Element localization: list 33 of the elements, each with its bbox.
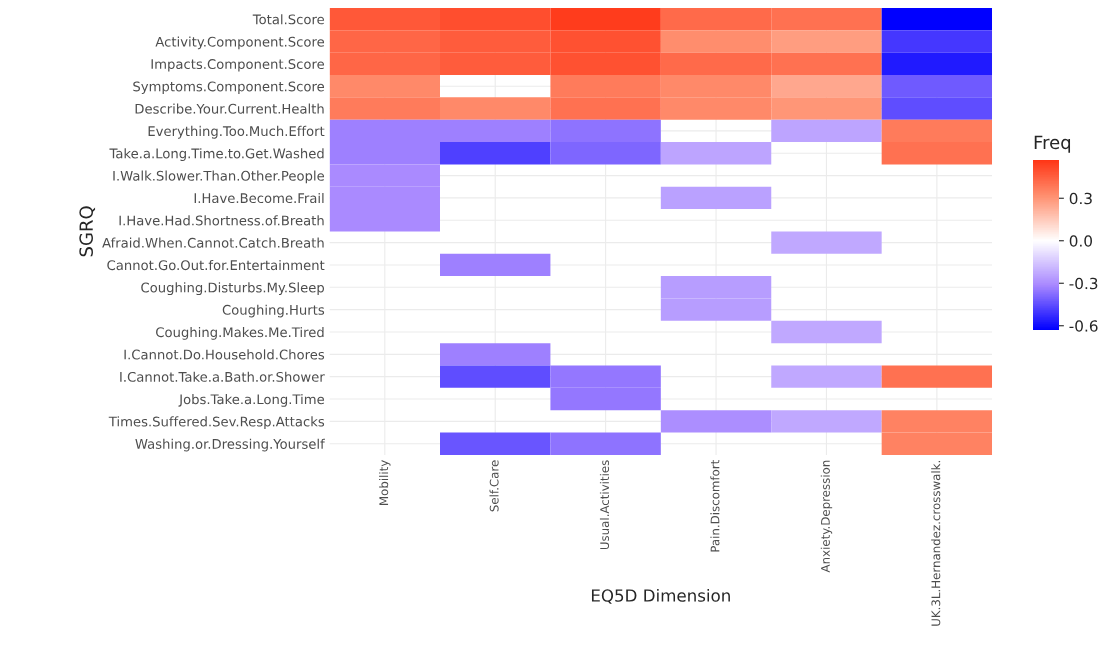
y-tick-label: Cannot.Go.Out.for.Entertainment — [107, 259, 325, 271]
x-tick-label: Pain.Discomfort — [710, 460, 720, 552]
x-tick-label: Usual.Activities — [599, 460, 610, 550]
y-tick-label: Afraid.When.Cannot.Catch.Breath — [102, 237, 324, 248]
y-tick-label: Take.a.Long.Time.to.Get.Washed — [109, 148, 324, 161]
y-tick-label: I.Have.Become.Frail — [194, 192, 324, 204]
y-tick-label: I.Cannot.Do.Household.Chores — [124, 349, 325, 360]
y-tick-label: I.Cannot.Take.a.Bath.or.Shower — [120, 371, 325, 382]
y-tick-label: Symptoms.Component.Score — [133, 81, 325, 94]
y-axis-title: SGRQ — [79, 206, 96, 257]
x-tick-label: Mobility — [379, 460, 391, 505]
y-tick-label: Coughing.Disturbs.My.Sleep — [141, 282, 324, 296]
y-tick-label: I.Walk.Slower.Than.Other.People — [113, 170, 325, 184]
color-bar-label: 0.0 — [1069, 235, 1092, 247]
y-tick-label: Activity.Component.Score — [155, 36, 325, 50]
y-tick-label: I.Have.Had.Shortness.of.Breath — [119, 215, 324, 226]
y-tick-label: Washing.or.Dressing.Yourself — [135, 438, 325, 452]
y-tick-label: Describe.Your.Current.Health — [135, 103, 324, 114]
y-tick-label: Everything.Too.Much.Effort — [148, 125, 325, 139]
color-bar-title: Freq — [1034, 135, 1071, 153]
color-bar-label: 0.3 — [1069, 192, 1092, 205]
x-axis-title: EQ5D Dimension — [591, 588, 730, 604]
x-tick-label: UK.3L.Hernandez.crosswalk. — [931, 461, 941, 626]
y-tick-label: Impacts.Component.Score — [151, 59, 325, 72]
color-bar-label: -0.6 — [1069, 320, 1098, 332]
x-tick-label: Self.Care — [489, 460, 499, 512]
y-tick-label: Total.Score — [252, 14, 325, 25]
color-bar-label: -0.3 — [1069, 277, 1098, 290]
y-tick-label: Coughing.Makes.Me.Tired — [156, 326, 324, 340]
x-tick-label: Anxiety.Depression — [820, 460, 833, 573]
y-tick-label: Coughing.Hurts — [222, 304, 325, 318]
y-tick-label: Jobs.Take.a.Long.Time — [178, 394, 325, 407]
y-tick-label: Times.Suffered.Sev.Resp.Attacks — [108, 416, 325, 430]
